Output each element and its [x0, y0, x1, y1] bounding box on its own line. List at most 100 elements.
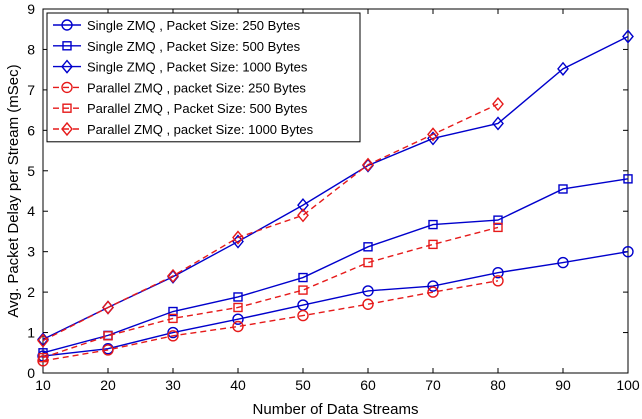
y-tick-label: 5: [27, 163, 35, 179]
data-point: [492, 96, 504, 112]
x-tick-label: 70: [425, 377, 441, 393]
data-point: [427, 127, 439, 142]
series-line: [42, 178, 629, 354]
series-line: [42, 280, 499, 362]
data-point: [558, 184, 568, 194]
y-tick-label: 9: [27, 1, 35, 17]
data-point: [168, 313, 178, 324]
data-point: [298, 285, 308, 295]
data-point: [37, 332, 49, 347]
legend-swatch-marker: [61, 81, 73, 94]
legend-label: Single ZMQ , Packet Size: 250 Bytes: [87, 18, 301, 33]
data-point: [102, 300, 114, 315]
y-tick-label: 4: [27, 203, 35, 219]
x-tick-label: 10: [35, 377, 51, 393]
legend-swatch-marker: [61, 121, 73, 137]
data-point: [167, 330, 179, 342]
legend-swatch-marker: [61, 19, 73, 31]
legend-swatch-marker: [62, 41, 72, 51]
data-point: [363, 257, 373, 268]
data-point: [37, 333, 49, 348]
x-axis-label: Number of Data Streams: [253, 401, 419, 418]
legend: Single ZMQ , Packet Size: 250 Bytes Singl…: [46, 12, 361, 143]
x-tick-label: 100: [616, 377, 640, 393]
x-tick-label: 40: [230, 377, 246, 393]
data-point: [622, 245, 634, 258]
legend-entry: Single ZMQ , Packet Size: 1000 Bytes: [53, 59, 308, 75]
x-tick-label: 60: [360, 377, 376, 393]
x-tick-label: 80: [490, 377, 506, 393]
data-point: [298, 272, 308, 283]
legend-entry: Parallel ZMQ , packet Size: 1000 Bytes: [53, 121, 314, 137]
data-point: [492, 116, 504, 131]
y-axis-ticks: 0 1 2 3 4 5 6 7 8 9: [27, 1, 628, 381]
data-point: [38, 348, 48, 358]
y-axis-label: Avg. Packet Delay per Stream (mSec): [5, 64, 22, 317]
data-point: [103, 331, 113, 341]
legend-swatch-marker: [62, 103, 72, 113]
y-tick-label: 6: [27, 122, 35, 138]
data-point: [232, 320, 244, 333]
data-point: [167, 326, 179, 339]
data-point: [297, 208, 309, 223]
data-point: [623, 174, 633, 184]
data-point: [428, 219, 438, 230]
data-point: [493, 215, 503, 225]
data-point: [232, 313, 244, 325]
data-point: [362, 285, 374, 297]
y-tick-label: 3: [27, 244, 35, 260]
data-point: [38, 352, 48, 363]
data-point: [168, 306, 178, 317]
data-point: [167, 268, 179, 284]
legend-label: Parallel ZMQ , packet Size: 250 Bytes: [87, 80, 306, 95]
legend-label: Single ZMQ , Packet Size: 500 Bytes: [87, 39, 301, 54]
x-tick-label: 90: [555, 377, 571, 393]
data-point: [557, 256, 569, 269]
y-tick-label: 1: [27, 325, 35, 341]
data-point: [233, 302, 243, 313]
x-tick-label: 20: [100, 377, 116, 393]
legend-entry: Single ZMQ , Packet Size: 250 Bytes: [53, 18, 301, 33]
data-point: [427, 286, 439, 298]
data-point: [492, 266, 504, 279]
data-point: [492, 275, 504, 287]
data-point: [232, 230, 244, 245]
legend-label: Parallel ZMQ , Packet Size: 500 Bytes: [87, 101, 308, 116]
legend-entry: Parallel ZMQ , packet Size: 250 Bytes: [53, 80, 306, 95]
data-point: [362, 157, 374, 172]
legend-label: Parallel ZMQ , packet Size: 1000 Bytes: [87, 122, 314, 137]
y-tick-label: 0: [27, 365, 35, 381]
data-point: [102, 344, 114, 356]
series-5: [38, 222, 503, 363]
data-point: [233, 292, 243, 302]
legend-entry: Single ZMQ , Packet Size: 500 Bytes: [53, 39, 301, 54]
series-2: [38, 174, 633, 358]
series-line: [42, 250, 629, 357]
data-point: [427, 280, 439, 292]
data-point: [557, 61, 569, 76]
x-axis-ticks: 10 20 30 40 50 60 70 80 90 100: [35, 9, 640, 393]
data-point: [622, 29, 634, 44]
x-tick-label: 50: [295, 377, 311, 393]
data-point: [363, 242, 373, 252]
series-line: [42, 103, 499, 342]
data-point: [297, 309, 309, 322]
x-tick-label: 30: [165, 377, 181, 393]
data-point: [37, 355, 49, 367]
series-layer: [37, 29, 634, 367]
series-line: [42, 35, 629, 341]
data-point: [297, 198, 309, 213]
legend-entry: Parallel ZMQ , Packet Size: 500 Bytes: [53, 101, 308, 116]
y-tick-label: 7: [27, 82, 35, 98]
series-1: [37, 245, 634, 362]
data-point: [428, 239, 438, 250]
data-point: [362, 298, 374, 310]
y-tick-label: 8: [27, 41, 35, 57]
legend-box: [46, 12, 361, 143]
series-line: [42, 226, 499, 359]
data-point: [493, 222, 503, 233]
series-6: [37, 96, 504, 348]
y-tick-label: 2: [27, 284, 35, 300]
series-4: [37, 275, 504, 367]
